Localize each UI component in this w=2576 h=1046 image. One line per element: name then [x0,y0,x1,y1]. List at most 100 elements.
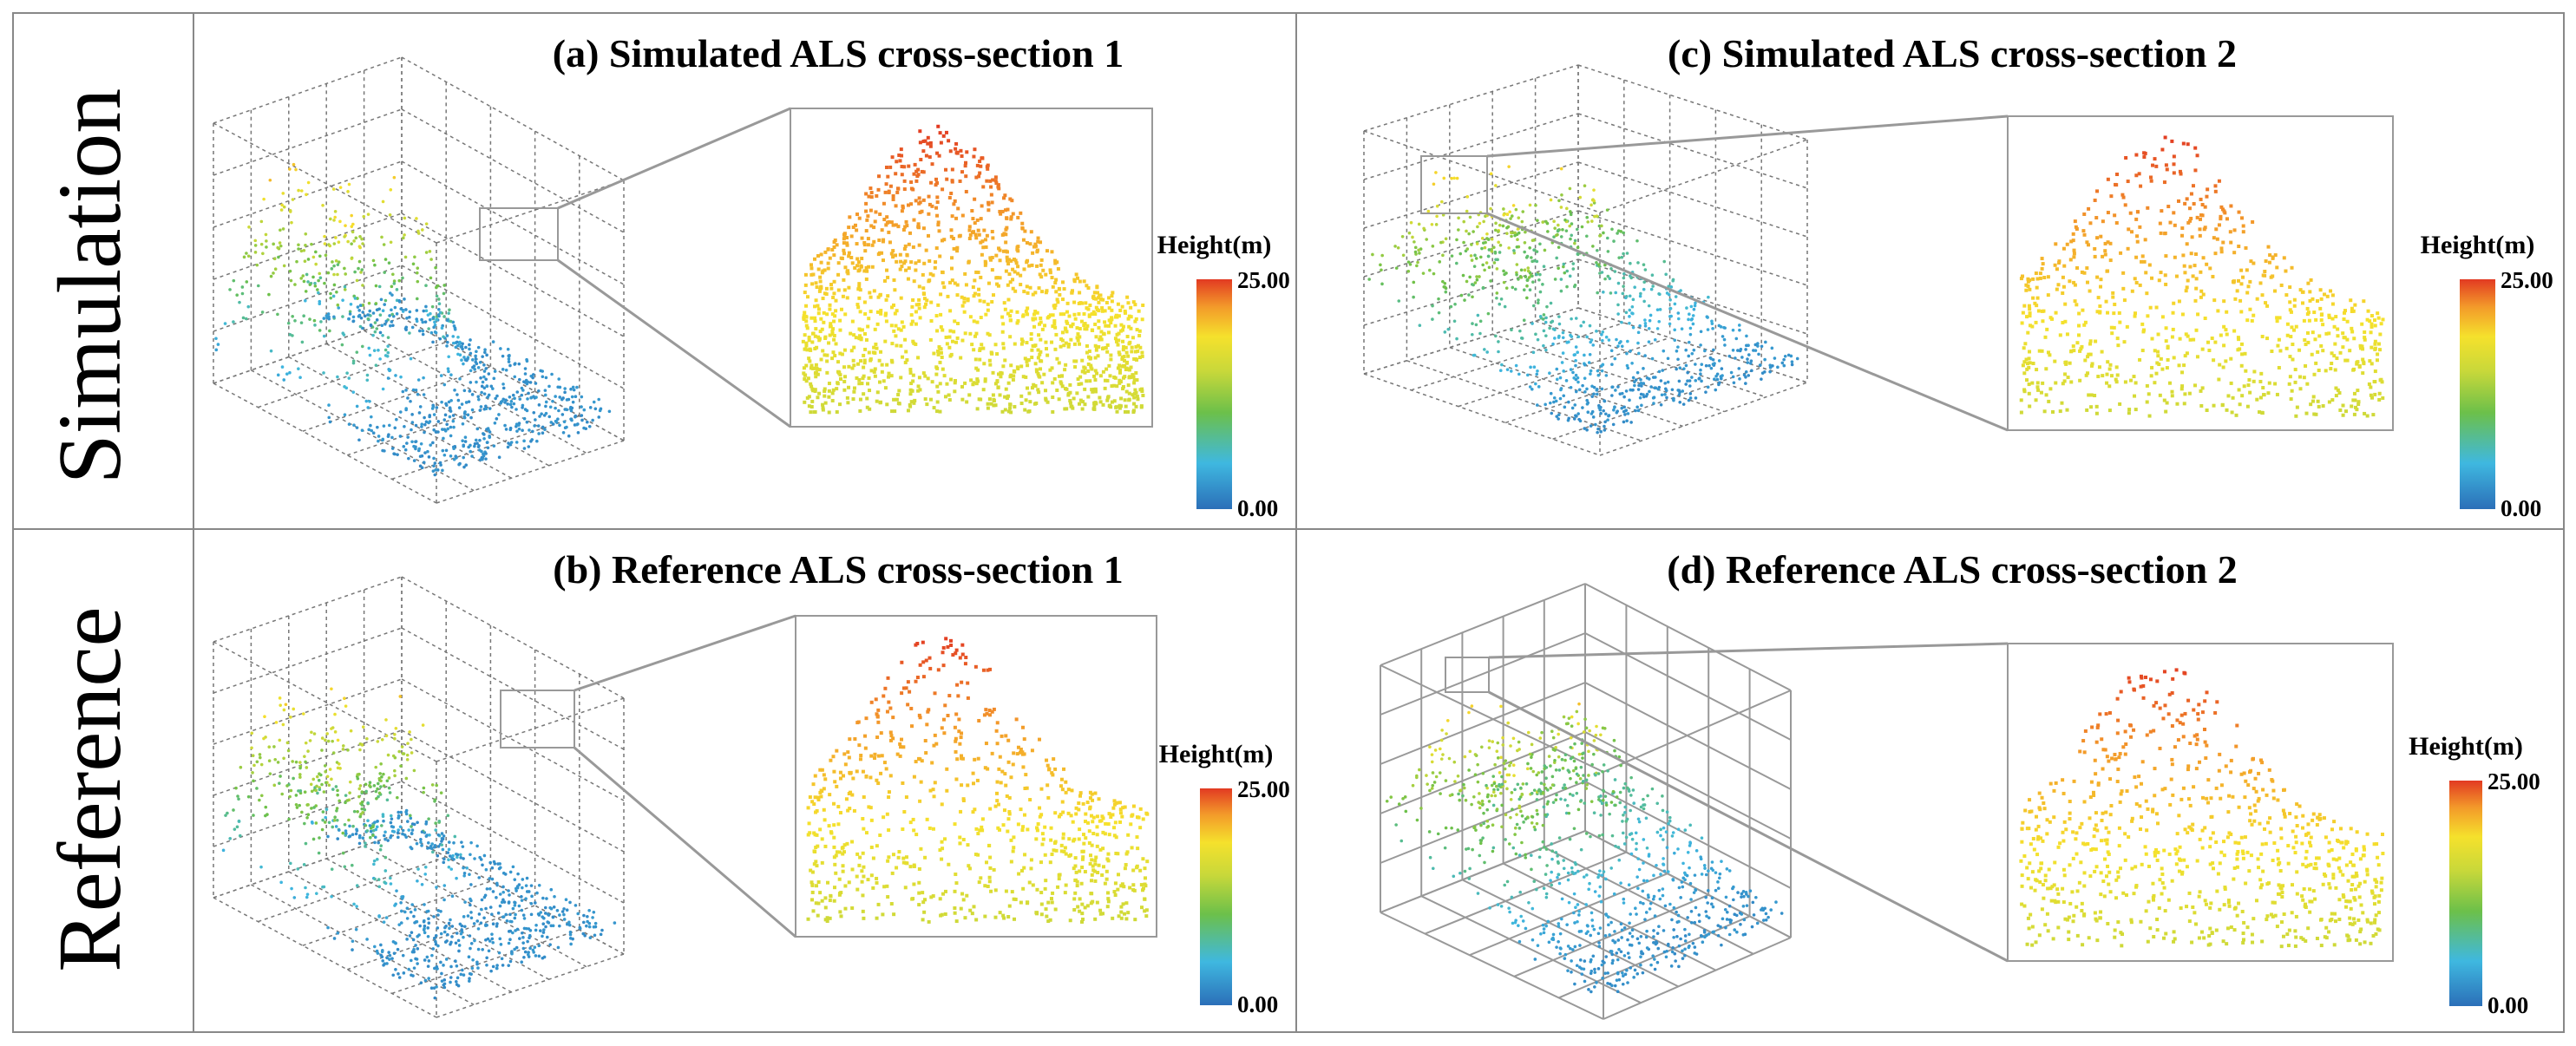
point [536,424,541,428]
point [515,945,519,950]
point [1684,348,1688,352]
point [456,340,459,344]
point [2134,255,2139,259]
point [1620,391,1624,396]
point [836,382,840,386]
point [2225,408,2229,412]
point [495,896,498,899]
point [1004,227,1008,232]
point [1660,393,1664,397]
point [922,261,927,265]
point [1052,319,1057,324]
point [318,302,322,305]
point [2114,377,2118,382]
point [487,393,491,397]
point [1126,301,1131,305]
point [2284,269,2288,273]
point [1628,294,1632,298]
point [368,309,372,313]
point [2109,194,2114,199]
point [416,947,420,951]
point [964,174,968,179]
point [1422,226,1426,231]
point [941,134,946,138]
point [1758,363,1762,368]
point [1532,248,1536,252]
point [1007,258,1012,262]
point [1526,373,1530,377]
point [1676,317,1681,321]
point [1553,278,1557,281]
point [351,230,355,234]
point [2241,224,2245,228]
point [2027,304,2031,308]
point [531,373,535,376]
point [1717,359,1721,363]
point [566,922,569,926]
zoom-box [790,108,1153,428]
point [814,363,818,367]
point [476,947,481,951]
point [1455,337,1458,341]
point [1039,258,1044,262]
point [831,388,836,392]
point [2338,350,2343,355]
point [232,808,235,812]
point [1525,284,1529,288]
point [949,234,954,239]
point [2145,400,2149,404]
point [518,937,521,940]
point [355,426,359,429]
point [1055,356,1059,361]
point [1510,214,1514,218]
point [1602,409,1605,413]
point [900,165,904,169]
point [327,783,331,788]
point [926,141,930,146]
point [1124,350,1129,355]
point [1606,274,1610,278]
point [544,376,548,380]
point [504,398,508,402]
point [2031,362,2035,366]
grid-line [1599,139,1808,213]
grid-line [364,330,587,454]
point [341,851,345,855]
point [1085,350,1089,355]
point [850,319,855,324]
point [807,338,811,343]
point [1744,376,1747,379]
point [1559,278,1563,281]
point [433,845,436,849]
point [1091,389,1095,394]
point [329,291,332,296]
point [1647,340,1651,343]
point [393,305,397,310]
point [1441,279,1445,284]
point [852,386,856,390]
point [1513,287,1517,291]
point [1085,327,1089,331]
point [2182,363,2186,368]
point [869,369,874,373]
point [379,779,383,783]
point [1103,378,1107,382]
point [914,169,919,173]
point [1729,370,1734,375]
point [435,964,439,969]
point [1104,367,1109,371]
point [1098,337,1102,342]
point [507,964,511,967]
grid-line [213,832,403,899]
point [952,202,956,206]
point [506,347,510,351]
point [2338,408,2343,412]
point [2154,305,2159,310]
point [2094,404,2099,409]
point [321,810,325,814]
point [547,384,551,389]
point [423,873,428,876]
point [1544,348,1548,352]
point [869,195,874,199]
point [2343,309,2347,313]
